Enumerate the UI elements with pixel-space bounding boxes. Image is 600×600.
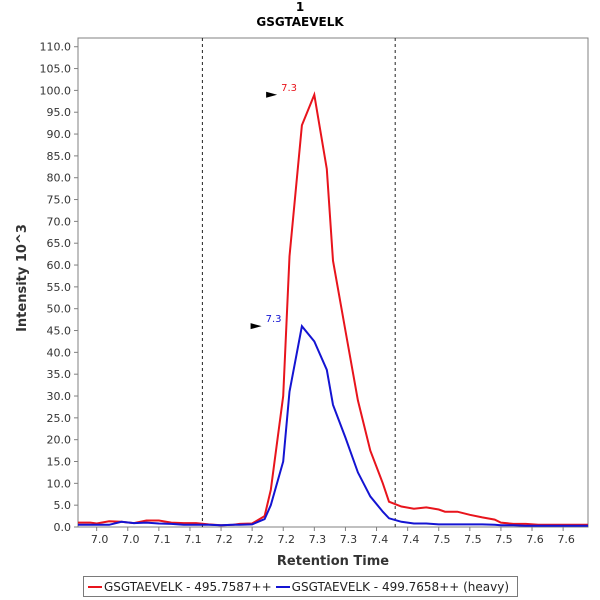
y-axis: 0.0 5.0 10.0 15.0 20.0 25.0 30.0 35.0 40.0 45.0 50… <box>40 41 78 534</box>
y-tick-label: 10.0 <box>47 477 72 490</box>
apex-label: 7.3 <box>281 83 297 94</box>
x-tick-label: 7.1 <box>153 533 171 546</box>
x-tick-label: 7.5 <box>464 533 482 546</box>
legend: GSGTAEVELK - 495.7587++ GSGTAEVELK - 499… <box>83 576 518 597</box>
y-tick-label: 45.0 <box>47 325 72 338</box>
x-tick-label: 7.2 <box>246 533 264 546</box>
x-tick-label: 7.4 <box>402 533 420 546</box>
series-light-line <box>78 91 588 527</box>
y-axis-label: Intensity 10^3 <box>15 224 30 332</box>
x-tick-label: 7.2 <box>277 533 295 546</box>
x-tick-label: 7.2 <box>215 533 233 546</box>
x-tick-label: 7.0 <box>122 533 140 546</box>
x-tick-label: 7.5 <box>433 533 451 546</box>
y-tick-label: 70.0 <box>47 215 72 228</box>
y-tick-label: 0.0 <box>54 521 72 534</box>
y-tick-label: 65.0 <box>47 237 72 250</box>
y-tick-label: 105.0 <box>40 63 72 76</box>
peak-annotations: 7.3 7.3 <box>250 83 297 330</box>
x-axis: 7.0 7.0 7.1 7.1 7.2 7.2 7.2 7.3 7.3 7.4 7.4 7.5 7.5 7… <box>91 527 575 546</box>
x-tick-label: 7.0 <box>91 533 109 546</box>
y-tick-label: 50.0 <box>47 303 72 316</box>
x-tick-label: 7.6 <box>526 533 544 546</box>
legend-item-heavy[interactable]: GSGTAEVELK - 499.7658++ (heavy) <box>275 579 510 594</box>
x-tick-label: 7.6 <box>557 533 575 546</box>
y-tick-label: 20.0 <box>47 434 72 447</box>
x-tick-label: 7.5 <box>495 533 513 546</box>
y-tick-label: 55.0 <box>47 281 72 294</box>
y-tick-label: 40.0 <box>47 346 72 359</box>
x-tick-label: 7.4 <box>371 533 389 546</box>
legend-item-light[interactable]: GSGTAEVELK - 495.7587++ <box>88 580 272 594</box>
apex-arrow <box>250 323 262 330</box>
series-layer <box>78 91 588 527</box>
y-tick-label: 100.0 <box>40 84 72 97</box>
y-tick-label: 75.0 <box>47 194 72 207</box>
apex-label: 7.3 <box>266 314 282 325</box>
chart-subtitle: GSGTAEVELK <box>256 15 344 29</box>
plot-area <box>77 37 589 528</box>
y-tick-label: 60.0 <box>47 259 72 272</box>
legend-swatch-heavy <box>275 585 290 588</box>
apex-arrow <box>266 91 278 98</box>
y-tick-label: 35.0 <box>47 368 72 381</box>
y-tick-label: 90.0 <box>47 128 72 141</box>
y-tick-label: 110.0 <box>40 41 72 54</box>
y-tick-label: 15.0 <box>47 456 72 469</box>
x-tick-label: 7.1 <box>184 533 202 546</box>
legend-swatch-light <box>88 585 102 588</box>
legend-label-light: GSGTAEVELK - 495.7587++ <box>104 579 272 594</box>
x-tick-label: 7.3 <box>309 533 327 546</box>
y-tick-label: 5.0 <box>54 499 72 512</box>
x-tick-label: 7.3 <box>340 533 358 546</box>
y-tick-label: 95.0 <box>47 106 72 119</box>
x-axis-label: Retention Time <box>277 554 389 569</box>
chart-title: 1 <box>296 0 304 14</box>
y-tick-label: 80.0 <box>47 172 72 185</box>
series-heavy-line <box>78 323 588 527</box>
y-tick-label: 30.0 <box>47 390 72 403</box>
legend-label-heavy: GSGTAEVELK - 499.7658++ (heavy) <box>291 579 510 594</box>
y-tick-label: 85.0 <box>47 150 72 163</box>
y-tick-label: 25.0 <box>47 412 72 425</box>
